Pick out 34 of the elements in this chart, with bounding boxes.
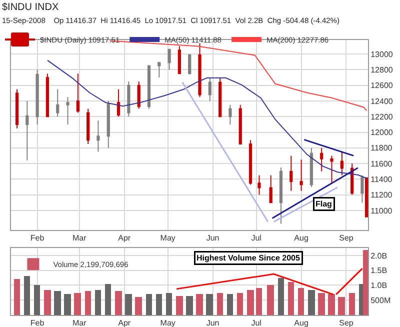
y-tick-label: 1.0B [370, 281, 388, 290]
x-tick-label: Feb [30, 318, 45, 327]
x-tick-label: Sep [339, 318, 354, 327]
y-tick-label: 500M [370, 296, 391, 305]
y-tick-label: 12400 [370, 96, 394, 106]
y-tick-label: 12000 [370, 128, 394, 138]
x-tick-label: Aug [294, 234, 308, 243]
y-tick-label: 11000 [370, 206, 393, 216]
chart-title: $INDU INDX [2, 2, 60, 13]
x-tick-label: Apr [118, 234, 131, 243]
x-tick-label: Apr [118, 318, 131, 327]
x-tick-label: Aug [294, 318, 308, 327]
y-tick-label: 11600 [370, 159, 393, 168]
x-tick-label: Jun [206, 318, 220, 327]
y-tick-label: 12600 [370, 81, 394, 90]
annotation: Highest Volume Since 2005 [196, 254, 300, 262]
x-tick-label: Feb [30, 234, 45, 243]
y-tick-label: 2.0B [370, 251, 388, 260]
x-tick-label: Jun [206, 234, 220, 243]
y-tick-label: 11400 [370, 174, 393, 184]
x-tick-label: May [160, 234, 176, 243]
x-tick-label: Jul [251, 318, 262, 327]
x-tick-label: May [160, 318, 176, 327]
x-tick-label: Sep [339, 234, 354, 243]
y-tick-label: 13000 [370, 50, 394, 59]
annotation: Flag [316, 200, 332, 208]
y-tick-label: 12800 [370, 66, 394, 75]
x-tick-label: Mar [72, 234, 87, 243]
x-tick-label: Jul [251, 234, 262, 243]
y-tick-label: 11200 [370, 190, 393, 200]
y-tick-label: 1.5B [370, 266, 388, 276]
y-tick-label: 11800 [370, 144, 393, 153]
y-tick-label: 12200 [370, 112, 394, 122]
x-tick-label: Mar [72, 318, 87, 327]
